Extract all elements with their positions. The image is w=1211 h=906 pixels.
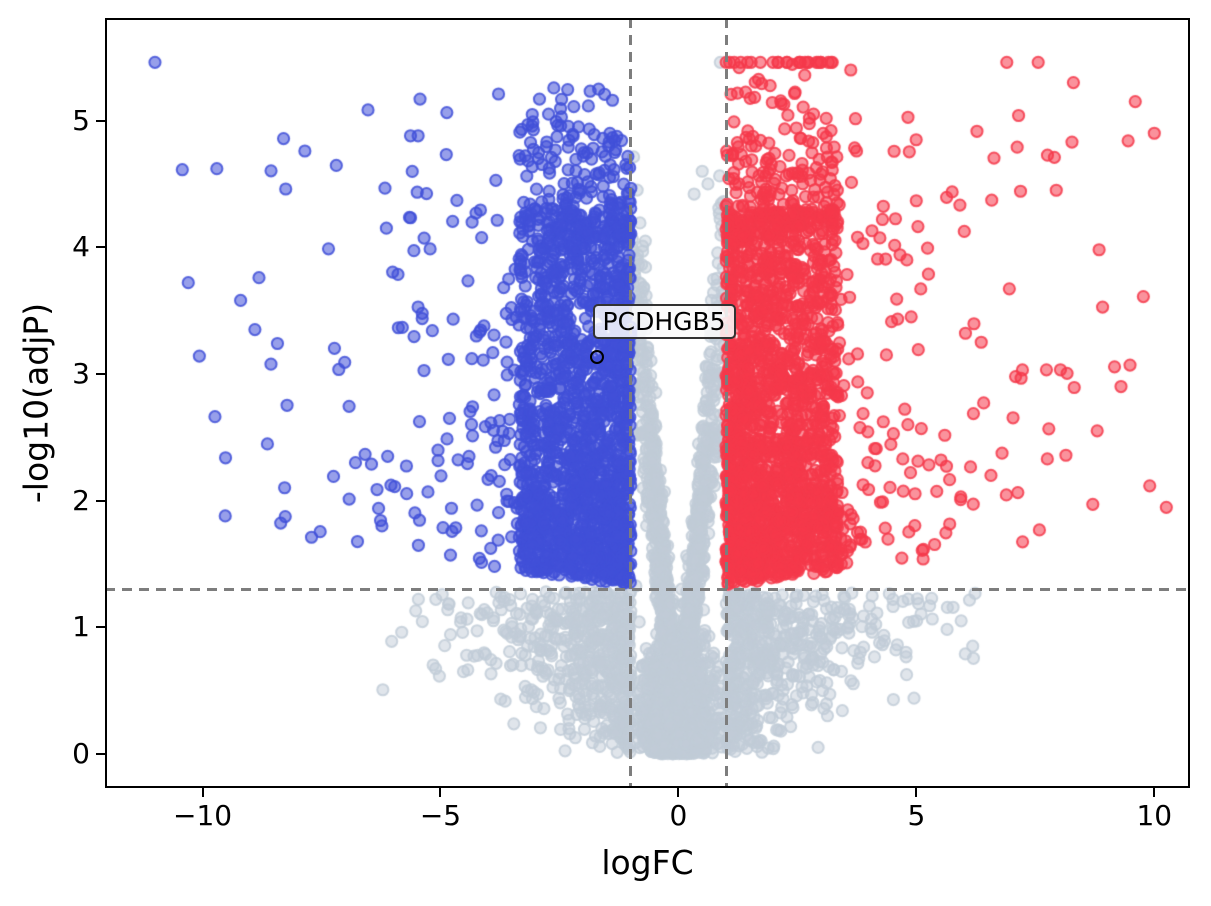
y-tick-mark [96, 499, 105, 502]
x-tick-mark [201, 788, 204, 797]
x-tick-label: −10 [173, 799, 233, 832]
y-tick-label: 0 [72, 736, 90, 770]
x-tick-label: 10 [1136, 799, 1173, 832]
y-tick-mark [96, 372, 105, 375]
x-tick-mark [915, 788, 918, 797]
x-tick-mark [1153, 788, 1156, 797]
y-tick-label: 5 [72, 103, 90, 137]
y-axis-label: -log10(adjP) [16, 302, 56, 504]
logfc-threshold-line-left [629, 18, 633, 788]
x-axis-label: logFC [601, 843, 694, 882]
y-tick-mark [96, 246, 105, 249]
x-tick-label: 5 [907, 799, 926, 832]
x-tick-mark [439, 788, 442, 797]
gene-annotation-label: PCDHGB5 [592, 304, 736, 340]
x-tick-label: 0 [669, 799, 688, 832]
logfc-threshold-line-right [724, 18, 728, 788]
x-tick-label: −5 [419, 799, 462, 832]
y-tick-label: 1 [72, 610, 90, 644]
y-tick-label: 3 [72, 356, 90, 390]
y-tick-label: 2 [72, 483, 90, 517]
y-tick-label: 4 [72, 230, 90, 264]
highlight-marker [590, 350, 605, 364]
x-tick-mark [677, 788, 680, 797]
y-tick-mark [96, 119, 105, 122]
pvalue-threshold-line [105, 587, 1190, 591]
y-tick-mark [96, 626, 105, 629]
y-tick-mark [96, 752, 105, 755]
